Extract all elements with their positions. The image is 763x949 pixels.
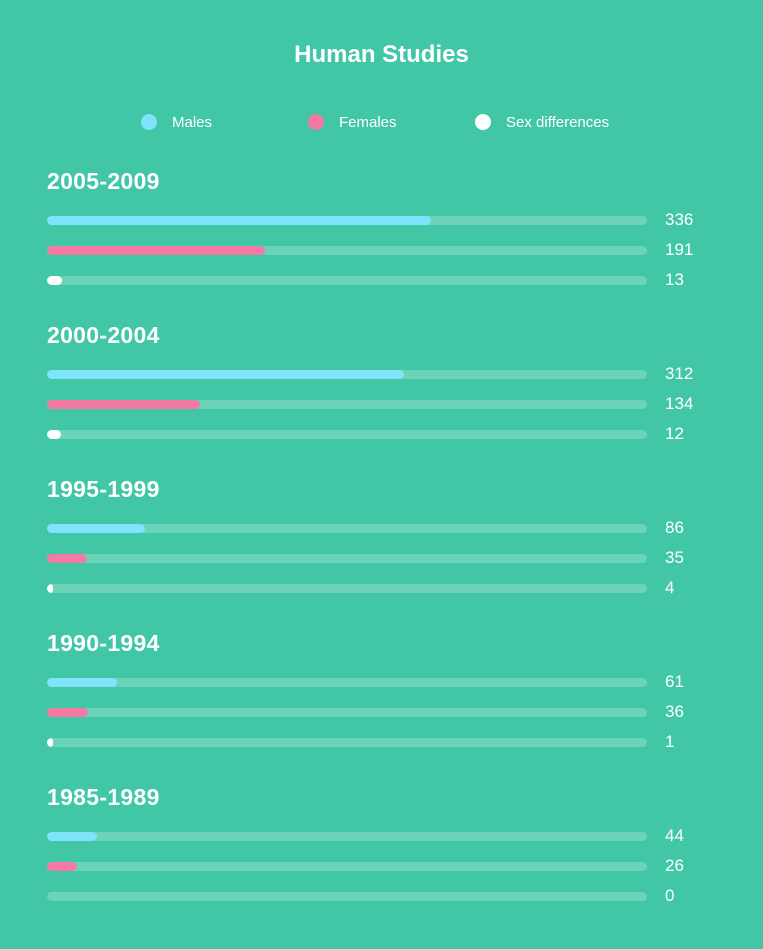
bar-track: [47, 430, 647, 439]
bar-row-males: 336: [47, 208, 727, 232]
bar-row-sex-differences: 4: [47, 576, 727, 600]
bar-row-females: 26: [47, 854, 727, 878]
bar-row-males: 44: [47, 824, 727, 848]
bar-value-sex-differences: 0: [665, 886, 675, 905]
bar-value-males: 44: [665, 826, 684, 845]
legend-dot-females: [308, 114, 324, 130]
category-label: 2000-2004: [47, 322, 160, 348]
bar-row-sex-differences: 12: [47, 422, 727, 446]
bar-track: [47, 584, 647, 593]
legend-label-females: Females: [339, 113, 397, 131]
bar-track: [47, 370, 647, 379]
bar-females: [47, 400, 201, 409]
bar-sex-differences: [47, 276, 62, 285]
bar-track: [47, 524, 647, 533]
legend-item-males: Males: [141, 110, 212, 134]
category-label: 1985-1989: [47, 784, 160, 810]
bar-males: [47, 216, 431, 225]
bar-value-females: 134: [665, 394, 694, 413]
bar-row-females: 134: [47, 392, 727, 416]
bar-sex-differences: [47, 738, 53, 747]
chart-title: Human Studies: [294, 41, 469, 68]
bar-row-sex-differences: 1: [47, 730, 727, 754]
bar-row-males: 86: [47, 516, 727, 540]
group-1985-1989: 1985-1989 44 26 0: [47, 782, 727, 914]
group-1990-1994: 1990-1994 61 36 1: [47, 628, 727, 760]
bar-track: [47, 738, 647, 747]
bar-track: [47, 216, 647, 225]
bar-track: [47, 554, 647, 563]
bar-females: [47, 708, 89, 717]
bar-sex-differences: [47, 584, 53, 593]
bar-value-sex-differences: 4: [665, 578, 675, 597]
bar-males: [47, 832, 98, 841]
bar-track: [47, 678, 647, 687]
bar-row-males: 61: [47, 670, 727, 694]
bar-track: [47, 246, 647, 255]
bar-sex-differences: [47, 430, 61, 439]
bar-females: [47, 862, 77, 871]
bar-value-males: 336: [665, 210, 694, 229]
bar-value-females: 191: [665, 240, 694, 259]
bar-value-females: 26: [665, 856, 684, 875]
legend-dot-males: [141, 114, 157, 130]
bar-row-sex-differences: 13: [47, 268, 727, 292]
legend-item-sex-differences: Sex differences: [475, 110, 609, 134]
bar-males: [47, 678, 117, 687]
bar-males: [47, 524, 146, 533]
bar-track: [47, 892, 647, 901]
bar-track: [47, 276, 647, 285]
bar-row-sex-differences: 0: [47, 884, 727, 908]
bar-males: [47, 370, 404, 379]
group-2005-2009: 2005-2009 336 191 13: [47, 166, 727, 298]
bar-females: [47, 246, 266, 255]
group-2000-2004: 2000-2004 312 134 12: [47, 320, 727, 452]
category-label: 1990-1994: [47, 630, 160, 656]
bar-value-males: 312: [665, 364, 694, 383]
bar-track: [47, 862, 647, 871]
category-label: 2005-2009: [47, 168, 160, 194]
legend-item-females: Females: [308, 110, 397, 134]
bar-row-males: 312: [47, 362, 727, 386]
legend-label-sex-differences: Sex differences: [506, 113, 610, 131]
bar-value-sex-differences: 12: [665, 424, 684, 443]
bar-value-males: 86: [665, 518, 684, 537]
legend-dot-sex-differences: [475, 114, 491, 130]
category-label: 1995-1999: [47, 476, 160, 502]
bar-row-females: 36: [47, 700, 727, 724]
legend-label-males: Males: [172, 113, 213, 131]
bar-value-females: 36: [665, 702, 684, 721]
bar-track: [47, 708, 647, 717]
bar-track: [47, 400, 647, 409]
bar-track: [47, 832, 647, 841]
bar-value-sex-differences: 1: [665, 732, 675, 751]
bar-row-females: 35: [47, 546, 727, 570]
bar-value-females: 35: [665, 548, 684, 567]
bar-value-sex-differences: 13: [665, 270, 684, 289]
group-1995-1999: 1995-1999 86 35 4: [47, 474, 727, 606]
bar-value-males: 61: [665, 672, 684, 691]
bar-females: [47, 554, 87, 563]
legend: Males Females Sex differences: [0, 110, 763, 134]
bar-row-females: 191: [47, 238, 727, 262]
